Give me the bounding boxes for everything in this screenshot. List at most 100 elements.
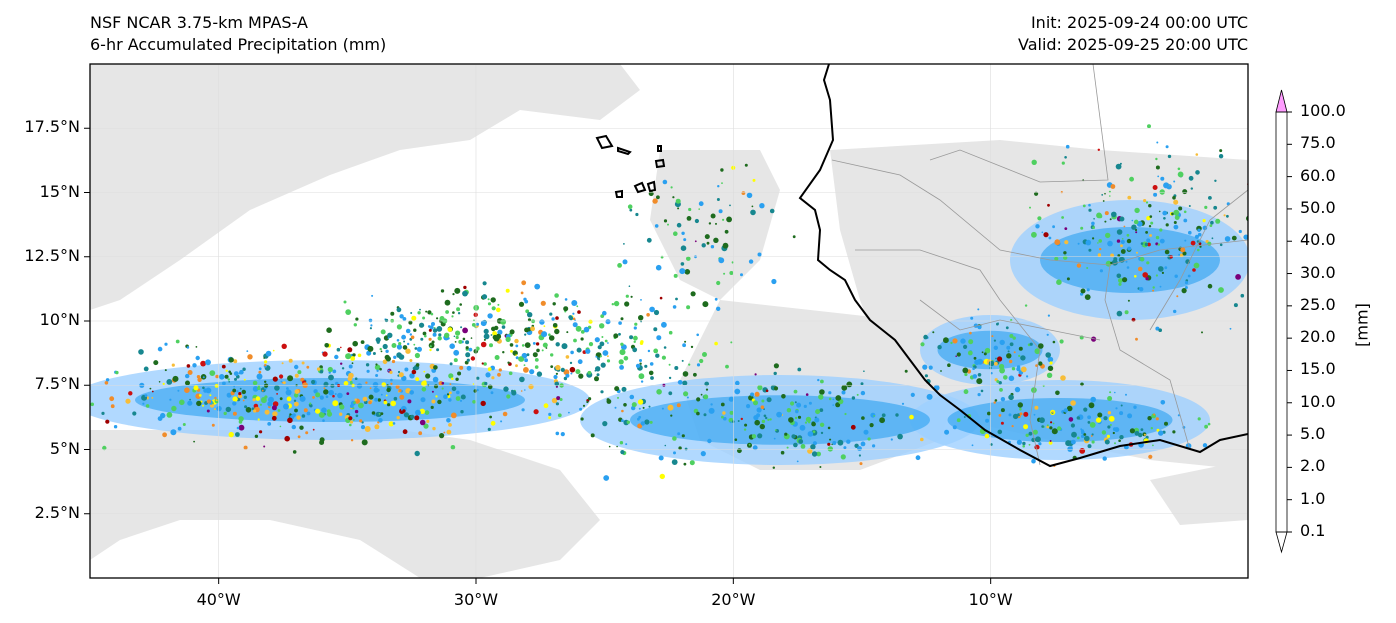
rain-cell bbox=[409, 359, 413, 362]
rain-cell bbox=[1190, 240, 1196, 246]
rain-cell bbox=[644, 419, 650, 425]
border-line bbox=[919, 299, 1101, 341]
rain-cell bbox=[361, 439, 368, 446]
rain-cell bbox=[648, 370, 654, 376]
rain-cell bbox=[1046, 372, 1053, 378]
rain-cell bbox=[781, 394, 786, 399]
rain-cell bbox=[1147, 242, 1151, 247]
rain-cell bbox=[318, 411, 325, 418]
rain-cell bbox=[322, 351, 328, 357]
rain-cell bbox=[185, 380, 190, 386]
rain-cell bbox=[415, 377, 420, 382]
rain-cell bbox=[414, 352, 420, 359]
rain-cell bbox=[599, 323, 605, 329]
rain-cell bbox=[676, 403, 681, 408]
rain-cell bbox=[221, 364, 226, 369]
rain-cell bbox=[773, 363, 780, 369]
rain-cell bbox=[622, 259, 628, 265]
rain-cell bbox=[239, 387, 242, 390]
rain-cell bbox=[1082, 204, 1086, 208]
rain-cell bbox=[751, 434, 757, 439]
rain-cell bbox=[548, 416, 551, 420]
rain-cell bbox=[227, 378, 230, 381]
rain-cell bbox=[321, 407, 327, 414]
rain-cell bbox=[1017, 402, 1023, 408]
rain-cell bbox=[577, 310, 581, 314]
rain-cell bbox=[646, 313, 650, 317]
rain-cell bbox=[798, 439, 804, 444]
rain-cell bbox=[716, 306, 721, 311]
rain-cell bbox=[630, 295, 633, 298]
rain-cell bbox=[1083, 407, 1088, 412]
rain-cell bbox=[1034, 348, 1041, 355]
rain-cell bbox=[420, 397, 426, 403]
rain-cell bbox=[684, 340, 687, 343]
rain-cell bbox=[1019, 407, 1022, 411]
rain-cell bbox=[1024, 304, 1028, 307]
rain-cell bbox=[741, 191, 746, 196]
rain-cell bbox=[533, 409, 539, 415]
rain-cell bbox=[1054, 256, 1059, 261]
rain-cell bbox=[952, 338, 958, 344]
rain-cell bbox=[166, 379, 173, 385]
rain-cell bbox=[357, 353, 362, 358]
rain-cell bbox=[955, 355, 957, 358]
rain-cell bbox=[1077, 242, 1080, 245]
rain-cell bbox=[433, 365, 438, 370]
rain-cell bbox=[1091, 221, 1095, 226]
border-line bbox=[1149, 189, 1248, 331]
rain-cell bbox=[596, 373, 600, 377]
rain-cell bbox=[613, 300, 620, 307]
rain-cell bbox=[145, 404, 150, 408]
rain-cell bbox=[355, 414, 359, 418]
rain-cell bbox=[1038, 442, 1042, 446]
rain-cell bbox=[731, 261, 734, 264]
rain-cell bbox=[771, 278, 777, 285]
rain-cell bbox=[371, 294, 374, 297]
rain-cell bbox=[580, 337, 584, 341]
rain-cell bbox=[105, 419, 110, 424]
rain-cell bbox=[690, 345, 694, 349]
rain-cell bbox=[1182, 251, 1187, 256]
rain-cell bbox=[1164, 266, 1168, 270]
rain-cell bbox=[264, 364, 267, 367]
rain-cell bbox=[1131, 224, 1137, 230]
rain-cell bbox=[683, 462, 687, 466]
rain-cell bbox=[1076, 436, 1080, 440]
rain-cell bbox=[995, 357, 997, 360]
rain-cell bbox=[682, 380, 688, 386]
rain-cell bbox=[1070, 400, 1076, 406]
rain-cell bbox=[688, 207, 692, 212]
rain-cell bbox=[754, 391, 760, 397]
rain-cell bbox=[729, 410, 734, 415]
rain-cell bbox=[625, 294, 629, 298]
rain-cell bbox=[1088, 402, 1095, 409]
rain-cell bbox=[998, 414, 1002, 417]
rain-cell bbox=[1173, 224, 1179, 230]
rain-cell bbox=[1105, 232, 1111, 239]
rain-cell bbox=[797, 367, 802, 372]
rain-cell bbox=[854, 443, 859, 448]
rain-cell bbox=[606, 359, 611, 363]
rain-cell bbox=[251, 407, 255, 411]
rain-cell bbox=[1172, 430, 1176, 434]
rain-cell bbox=[1032, 429, 1038, 435]
rain-cell bbox=[288, 358, 293, 363]
rain-cell bbox=[950, 341, 953, 345]
rain-cell bbox=[202, 376, 205, 379]
rain-cell bbox=[623, 403, 627, 407]
rain-cell bbox=[973, 356, 977, 360]
rain-cell bbox=[506, 394, 511, 399]
rain-cell bbox=[238, 420, 243, 424]
rain-cell bbox=[353, 323, 357, 327]
rain-cell bbox=[1147, 124, 1151, 129]
rain-cell bbox=[548, 333, 551, 337]
rain-cell bbox=[449, 383, 452, 385]
rain-cell bbox=[757, 252, 762, 257]
rain-cell bbox=[668, 363, 671, 366]
rain-cell bbox=[1076, 263, 1082, 268]
rain-cell bbox=[634, 322, 638, 326]
rain-cell bbox=[1049, 440, 1052, 442]
rain-cell bbox=[381, 382, 387, 387]
rain-cell bbox=[340, 362, 343, 365]
